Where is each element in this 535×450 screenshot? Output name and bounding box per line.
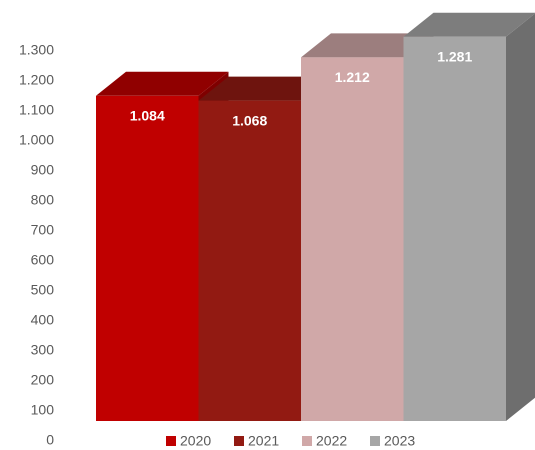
y-tick-label: 700	[31, 222, 55, 238]
legend-swatch	[166, 436, 176, 446]
bar-top	[301, 33, 434, 58]
y-tick-label: 800	[31, 192, 55, 208]
value-label: 1.084	[130, 108, 165, 124]
legend-swatch	[234, 436, 244, 446]
bar-top	[96, 71, 229, 96]
bar	[198, 100, 301, 421]
bar-top	[403, 12, 535, 37]
y-tick-label: 100	[31, 402, 55, 418]
y-tick-label: 900	[31, 162, 55, 178]
legend-swatch	[370, 436, 380, 446]
value-label: 1.212	[335, 69, 370, 85]
legend-swatch	[302, 436, 312, 446]
bar-top	[198, 76, 331, 101]
y-tick-label: 200	[31, 372, 55, 388]
y-tick-label: 1.100	[19, 102, 54, 118]
y-tick-label: 600	[31, 252, 55, 268]
y-tick-label: 1.300	[19, 42, 54, 58]
y-tick-label: 300	[31, 342, 55, 358]
y-tick-label: 500	[31, 282, 55, 298]
bar	[403, 36, 506, 421]
y-tick-label: 1.000	[19, 132, 54, 148]
bar-side	[506, 13, 535, 421]
value-label: 1.068	[232, 112, 267, 128]
value-label: 1.281	[437, 48, 472, 64]
y-tick-label: 0	[46, 432, 54, 448]
bar	[301, 57, 404, 422]
legend-label: 2022	[316, 433, 347, 449]
legend-label: 2021	[248, 433, 279, 449]
y-tick-label: 1.200	[19, 72, 54, 88]
legend-label: 2020	[180, 433, 211, 449]
bar	[96, 95, 199, 422]
legend-label: 2023	[384, 433, 415, 449]
y-tick-label: 400	[31, 312, 55, 328]
